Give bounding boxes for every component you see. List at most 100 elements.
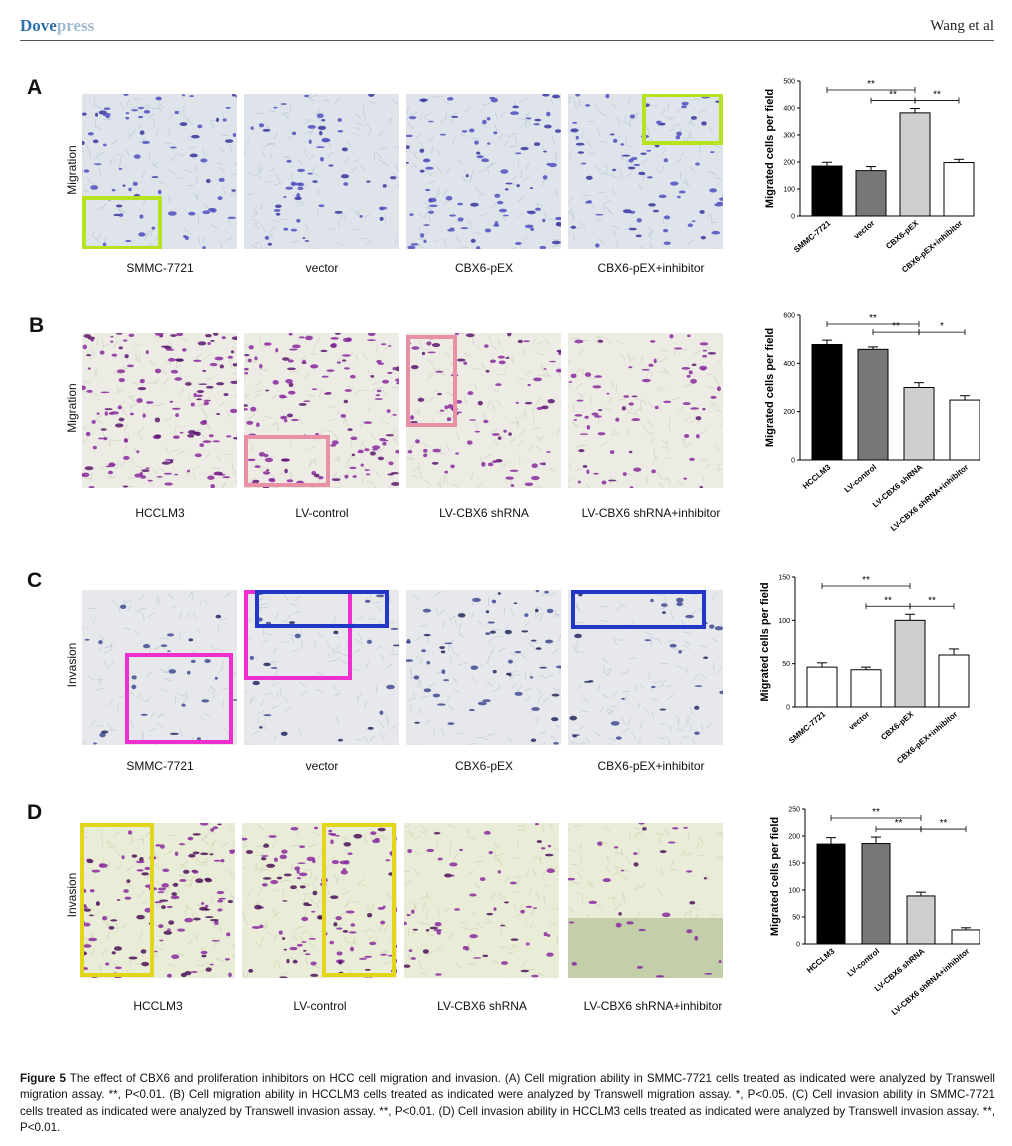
- bar: [816, 843, 846, 945]
- y-tick-label: 0: [791, 458, 795, 465]
- y-axis-label: Migrated cells per field: [764, 328, 776, 447]
- y-axis-label: Migrated cells per field: [759, 582, 771, 701]
- image-label: LV-control: [295, 506, 349, 520]
- image-label: LV-CBX6 shRNA: [439, 506, 529, 520]
- category-label: vector: [847, 710, 871, 732]
- bar: [855, 170, 887, 217]
- bar: [949, 399, 980, 461]
- micrograph: [242, 823, 397, 978]
- bar-chart-c: 0 50 100 150 Migrated cells per field SMMC-77…: [759, 575, 970, 766]
- category-label: SMMC-7721: [792, 218, 833, 254]
- bar: [951, 929, 980, 945]
- panel-letter-d: D: [27, 801, 43, 824]
- highlight-box: [82, 196, 162, 249]
- page-header: Dovepress Wang et al: [20, 14, 994, 41]
- y-tick-label: 50: [792, 915, 800, 922]
- micrograph: [406, 94, 561, 249]
- micrograph: [568, 94, 723, 249]
- bar: [850, 669, 882, 708]
- bar: [899, 112, 931, 217]
- micrograph: [568, 590, 723, 745]
- significance-label: *: [940, 321, 944, 332]
- category-label: SMMC-7721: [787, 709, 828, 745]
- image-label: CBX6-pEX+inhibitor: [597, 261, 705, 275]
- figure-caption-text: The effect of CBX6 and proliferation inh…: [20, 1072, 995, 1135]
- figure-caption: Figure 5 The effect of CBX6 and prolifer…: [20, 1071, 995, 1137]
- image-label: HCCLM3: [133, 999, 183, 1013]
- significance-label: **: [869, 313, 877, 324]
- highlight-box: [642, 94, 723, 145]
- micrograph: [568, 823, 723, 978]
- bar: [903, 387, 935, 461]
- bar: [906, 895, 936, 945]
- bar-chart-b: 0 200 400 600 Migrated cells per field HCCLM3…: [764, 313, 980, 533]
- category-label: HCCLM3: [805, 946, 837, 975]
- y-tick-label: 300: [783, 133, 795, 140]
- y-tick-label: 0: [791, 214, 795, 221]
- bar: [861, 843, 891, 945]
- image-label: LV-CBX6 shRNA: [437, 999, 527, 1013]
- significance-label: **: [872, 807, 880, 818]
- micrograph: [406, 333, 561, 488]
- y-tick-label: 500: [783, 79, 795, 86]
- bar: [938, 654, 970, 708]
- highlight-box: [244, 435, 330, 487]
- bar-chart-d: 0 50 100 150 200 250 Migrated cells per field H…: [769, 807, 980, 1017]
- y-tick-label: 400: [783, 361, 795, 368]
- row-label-b: Migration: [65, 383, 79, 433]
- highlight-box: [80, 823, 154, 977]
- significance-label: **: [889, 90, 897, 101]
- image-label: LV-CBX6 shRNA+inhibitor: [581, 506, 721, 520]
- micrograph: [244, 94, 399, 249]
- y-tick-label: 0: [796, 942, 800, 949]
- image-label: vector: [305, 261, 339, 275]
- micrograph: [244, 333, 399, 488]
- brand-light: press: [56, 16, 95, 35]
- micrograph: [568, 333, 723, 488]
- micrograph: [82, 333, 237, 488]
- category-label: CBX6-pEX: [879, 709, 916, 742]
- category-label: vector: [852, 219, 876, 241]
- y-tick-label: 150: [778, 575, 790, 582]
- image-label: LV-CBX6 shRNA+inhibitor: [583, 999, 723, 1013]
- image-label: CBX6-pEX+inhibitor: [597, 759, 705, 773]
- bar: [857, 348, 889, 461]
- micrograph: [406, 590, 561, 745]
- significance-label: **: [884, 595, 892, 606]
- image-label: HCCLM3: [135, 506, 185, 520]
- significance-label: **: [940, 818, 948, 829]
- highlight-box: [571, 590, 706, 629]
- bar: [811, 165, 843, 217]
- row-label-c: Invasion: [65, 642, 79, 688]
- category-label: LV-CBX6 shRNA+inhibitor: [889, 463, 970, 533]
- significance-label: **: [895, 818, 903, 829]
- panel-letter-a: A: [27, 76, 43, 99]
- category-label: HCCLM3: [801, 462, 833, 491]
- figure-label: Figure 5: [20, 1072, 66, 1085]
- significance-label: **: [862, 575, 870, 586]
- bar: [943, 162, 975, 217]
- bar: [811, 343, 843, 461]
- panel-letter-c: C: [27, 569, 43, 592]
- row-label-d: Invasion: [65, 872, 79, 918]
- micrograph: [82, 590, 237, 745]
- image-label: SMMC-7721: [126, 759, 194, 773]
- significance-label: **: [867, 79, 875, 90]
- y-tick-label: 100: [778, 618, 790, 625]
- running-authors: Wang et al: [930, 18, 994, 34]
- y-tick-label: 200: [788, 834, 800, 841]
- highlight-box: [125, 653, 233, 744]
- micrograph: [244, 590, 399, 745]
- image-label: CBX6-pEX: [454, 261, 514, 275]
- row-label-a: Migration: [65, 145, 79, 195]
- category-label: LV-control: [846, 947, 882, 979]
- y-tick-label: 200: [783, 160, 795, 167]
- y-axis-label: Migrated cells per field: [764, 89, 776, 208]
- category-label: LV-CBX6 shRNA+inhibitor: [890, 947, 971, 1017]
- y-tick-label: 150: [788, 861, 800, 868]
- journal-brand: Dovepress: [20, 16, 94, 36]
- bar: [806, 666, 838, 708]
- bar: [894, 619, 926, 708]
- y-tick-label: 200: [783, 409, 795, 416]
- image-label: CBX6-pEX: [454, 759, 514, 773]
